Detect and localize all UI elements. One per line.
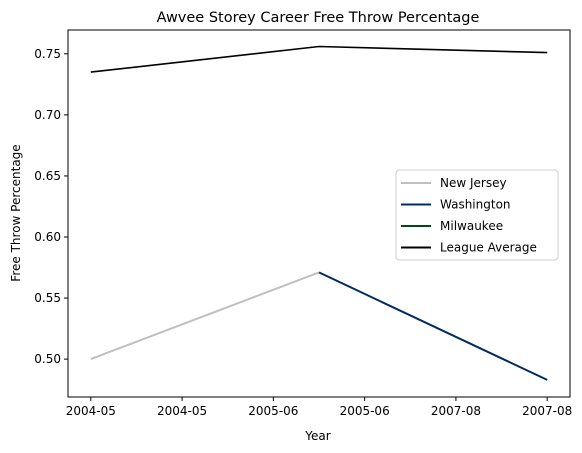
y-axis: 0.50 0.55 0.60 0.65 0.70 0.75 bbox=[34, 47, 68, 366]
legend-label: Milwaukee bbox=[440, 219, 503, 233]
plot-lines bbox=[90, 45, 548, 381]
legend-box bbox=[395, 169, 559, 261]
x-tick-label: 2004-05 bbox=[157, 404, 207, 418]
y-tick-label: 0.70 bbox=[34, 108, 61, 122]
legend: New Jersey Washington Milwaukee League Aver… bbox=[395, 169, 559, 261]
y-axis-label: Free Throw Percentage bbox=[9, 144, 23, 281]
chart-title: Awvee Storey Career Free Throw Percentag… bbox=[157, 10, 480, 26]
series-line-0 bbox=[90, 271, 320, 361]
x-tick-label: 2004-05 bbox=[66, 404, 116, 418]
x-tick-label: 2005-06 bbox=[248, 404, 298, 418]
y-tick-label: 0.60 bbox=[34, 230, 61, 244]
series-line-3 bbox=[90, 45, 548, 73]
y-tick-label: 0.50 bbox=[34, 352, 61, 366]
x-axis: 2004-05 2004-05 2005-06 2005-06 2007-08 2007-… bbox=[66, 397, 572, 418]
legend-label: League Average bbox=[440, 241, 537, 255]
y-tick-label: 0.75 bbox=[34, 47, 61, 61]
y-tick-label: 0.65 bbox=[34, 169, 61, 183]
plot-frame bbox=[67, 29, 571, 398]
series-line-1 bbox=[318, 271, 548, 381]
x-tick-label: 2007-08 bbox=[431, 404, 481, 418]
x-axis-label: Year bbox=[304, 429, 330, 443]
legend-label: Washington bbox=[440, 198, 511, 212]
x-tick-label: 2005-06 bbox=[340, 404, 390, 418]
legend-label: New Jersey bbox=[440, 176, 507, 190]
y-tick-label: 0.55 bbox=[34, 291, 61, 305]
x-tick-label: 2007-08 bbox=[522, 404, 572, 418]
